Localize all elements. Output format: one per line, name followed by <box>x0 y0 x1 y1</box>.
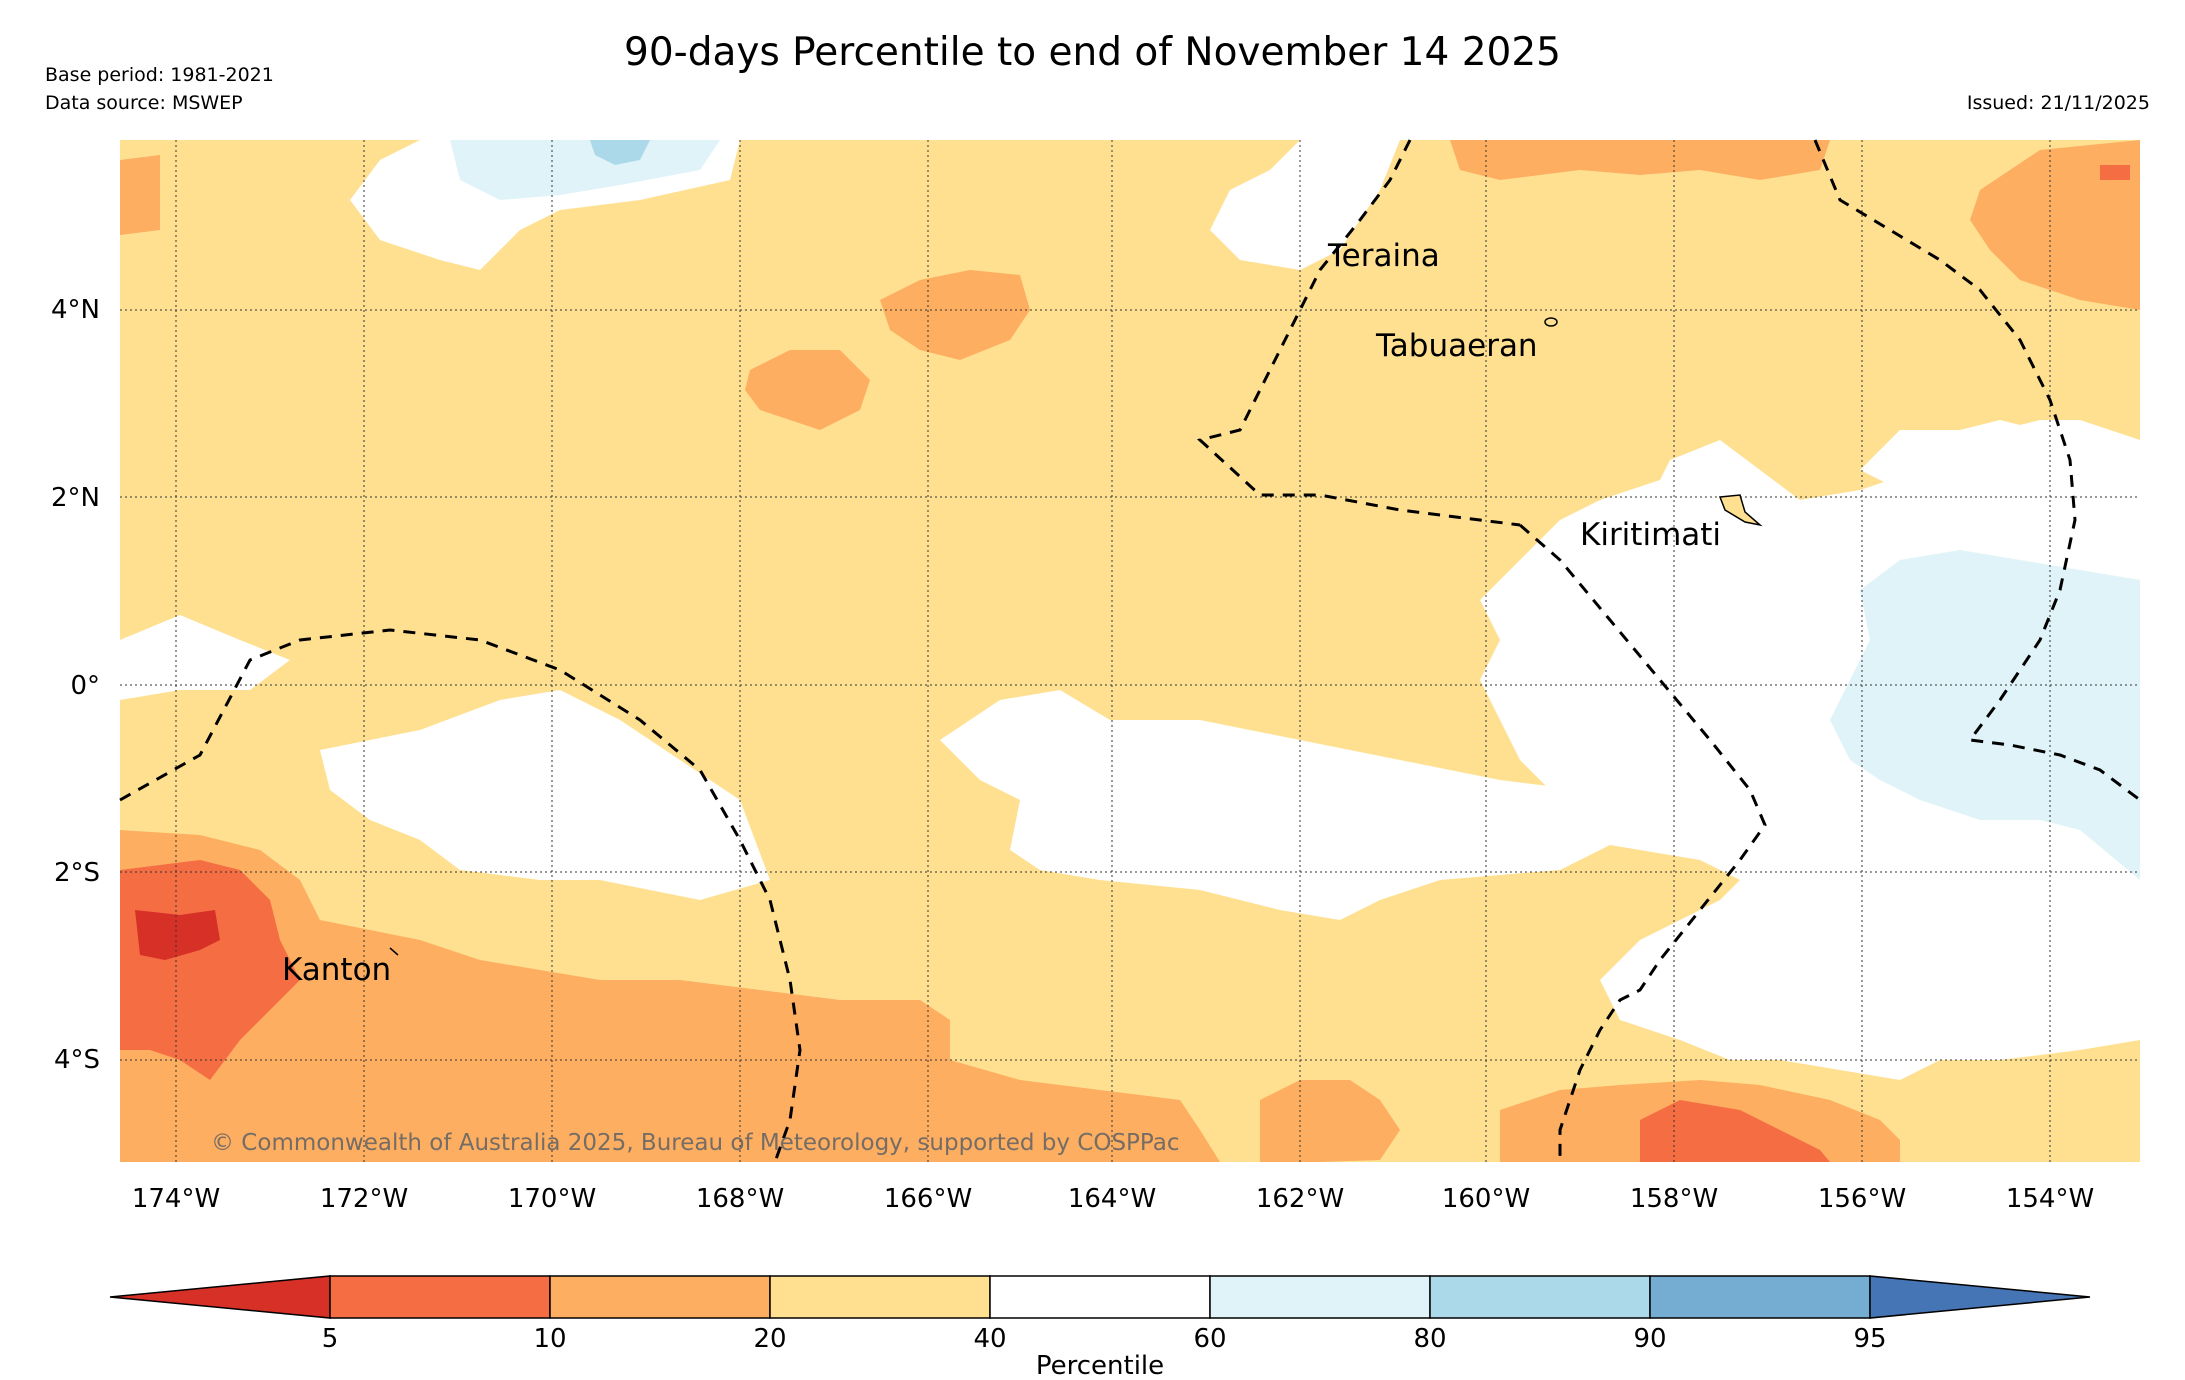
data-source-text: Data source: MSWEP <box>45 92 243 114</box>
colorbar-bin-5-10 <box>329 1275 551 1319</box>
percentile-map: Teraina Tabuaeran Kiritimati Kanton © Co… <box>51 139 2141 1214</box>
place-label-kiritimati: Kiritimati <box>1580 517 1721 553</box>
region-10-20-north-east <box>1450 140 1830 180</box>
kanton-island <box>389 947 399 956</box>
region-40-60-west-equator <box>120 615 290 700</box>
colorbar-tick: 80 <box>1413 1324 1446 1354</box>
place-label-kanton: Kanton <box>282 952 391 988</box>
lat-label: 0° <box>70 671 100 701</box>
colorbar-extend-low <box>109 1275 331 1319</box>
region-80-90-north <box>590 140 650 165</box>
region-10-20-far-north-east <box>1970 140 2140 310</box>
colorbar-bin-90-95 <box>1649 1275 1871 1319</box>
place-label-tabuaeran: Tabuaeran <box>1375 328 1538 364</box>
region-5-10-south-east <box>1640 1100 1830 1162</box>
region-10-20-blob-b <box>745 350 870 430</box>
lon-label: 156°W <box>1818 1184 1906 1214</box>
lat-label: 2°N <box>51 483 100 513</box>
colorbar-tick: 40 <box>973 1324 1006 1354</box>
region-60-80-north <box>450 140 720 200</box>
region-40-60-south-west <box>320 690 770 900</box>
colorbar-label: Percentile <box>1036 1351 1164 1380</box>
graticule <box>120 140 2140 1162</box>
region-40-60-east-north <box>1860 420 2140 500</box>
lon-label: 166°W <box>884 1184 972 1214</box>
region-10-20-south-west <box>120 830 1220 1162</box>
colorbar-bin-10-20 <box>549 1275 771 1319</box>
region-10-20-south-central <box>1260 1080 1400 1162</box>
eez-phoenix <box>119 628 802 1163</box>
region-40-60-teraina <box>1210 140 1400 270</box>
colorbar-tick: 95 <box>1853 1324 1886 1354</box>
region-60-80-east <box>1830 550 2140 880</box>
region-below-5-kanton <box>135 910 220 960</box>
base-period-text: Base period: 1981-2021 <box>45 64 274 86</box>
tabuaeran-island <box>1544 317 1558 327</box>
eez-line-central <box>1519 523 1767 1162</box>
colorbar-bin-40-60 <box>989 1275 1211 1319</box>
lon-label: 154°W <box>2006 1184 2094 1214</box>
lon-label: 158°W <box>1630 1184 1718 1214</box>
colorbar-extend-high <box>1869 1275 2091 1319</box>
eez-line-north-west <box>1196 139 1521 527</box>
colorbar-tick: 60 <box>1193 1324 1226 1354</box>
region-10-20-blob-a <box>880 270 1030 360</box>
lon-label: 168°W <box>696 1184 784 1214</box>
lat-label: 2°S <box>54 858 100 888</box>
map-title: 90-days Percentile to end of November 14… <box>624 30 1561 75</box>
lat-label: 4°S <box>54 1045 100 1075</box>
colorbar-bin-80-90 <box>1429 1275 1651 1319</box>
region-40-60-central <box>940 690 1620 920</box>
eez-line-east <box>1813 139 2141 802</box>
colorbar-tick: 5 <box>322 1324 339 1354</box>
colorbar-tick: 10 <box>533 1324 566 1354</box>
lon-label: 174°W <box>132 1184 220 1214</box>
lon-label: 162°W <box>1256 1184 1344 1214</box>
region-5-10-north-east <box>2100 165 2130 180</box>
lon-label: 172°W <box>320 1184 408 1214</box>
lon-label: 160°W <box>1442 1184 1530 1214</box>
colorbar-bin-20-40 <box>769 1275 991 1319</box>
place-label-teraina: Teraina <box>1327 238 1440 274</box>
lon-label: 170°W <box>508 1184 596 1214</box>
copyright-text: © Commonwealth of Australia 2025, Bureau… <box>211 1130 1180 1156</box>
lat-label: 4°N <box>51 295 100 325</box>
issued-date-text: Issued: 21/11/2025 <box>1966 92 2150 114</box>
colorbar-bin-60-80 <box>1209 1275 1431 1319</box>
lon-label: 164°W <box>1068 1184 1156 1214</box>
kiritimati-island <box>1718 494 1763 527</box>
colorbar-tick: 90 <box>1633 1324 1666 1354</box>
colorbar-tick: 20 <box>753 1324 786 1354</box>
eez-boundaries <box>119 139 2141 1163</box>
region-10-20-north-west <box>120 155 160 235</box>
